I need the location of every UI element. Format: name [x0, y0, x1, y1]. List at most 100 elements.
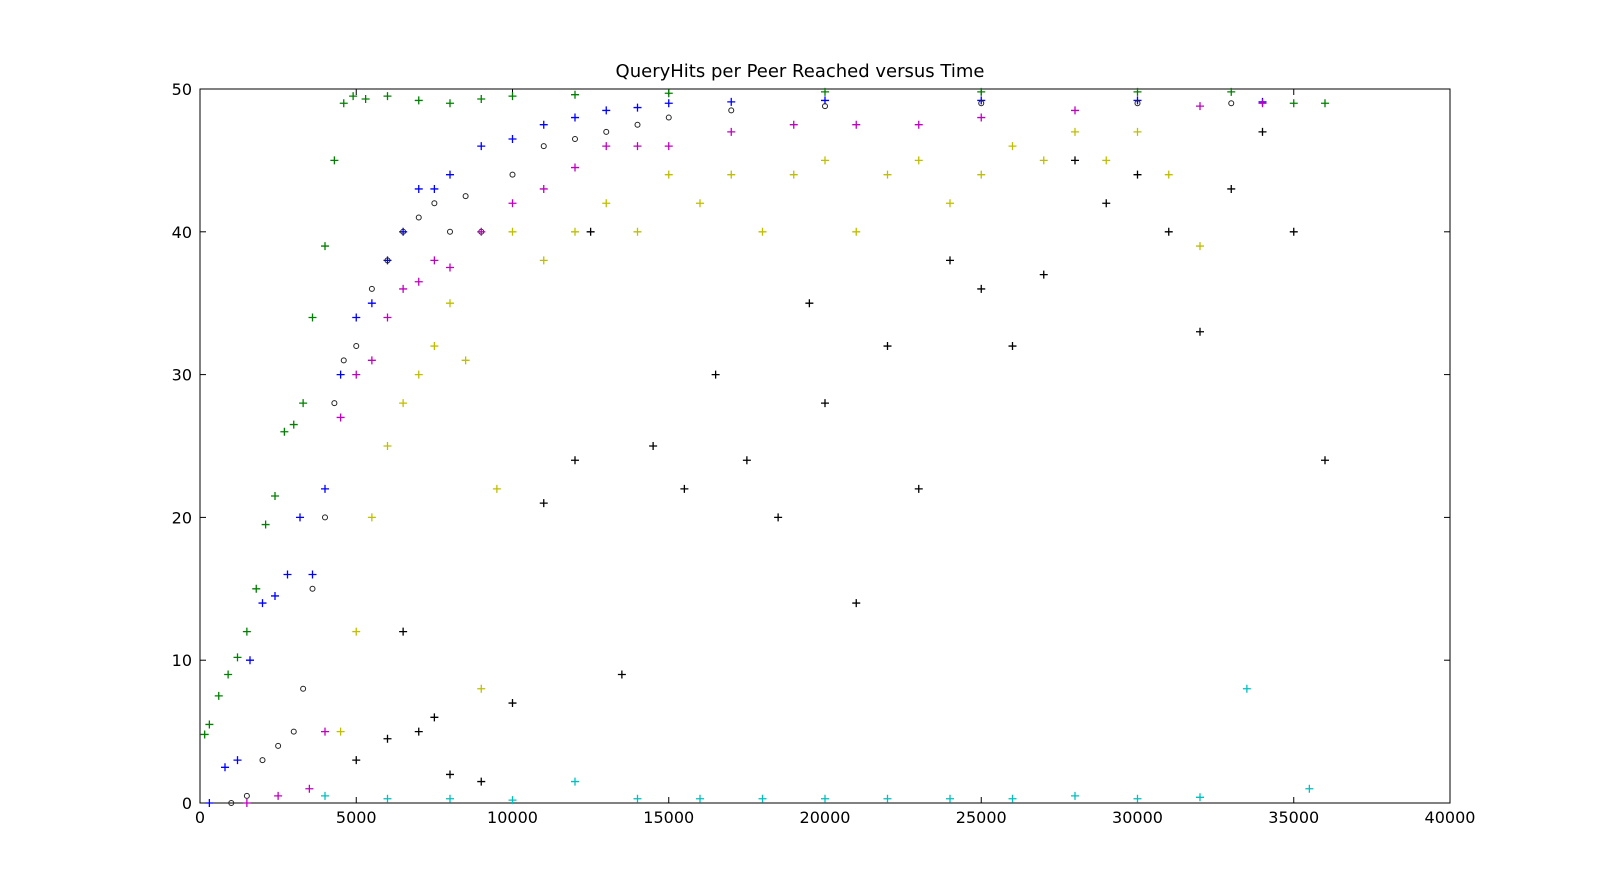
data-point — [571, 163, 579, 172]
data-point — [852, 120, 861, 129]
data-point — [602, 106, 611, 115]
data-point — [978, 100, 985, 107]
data-point — [367, 356, 376, 365]
data-point — [383, 442, 392, 450]
data-point — [261, 520, 270, 529]
x-tick-label: 30000 — [1112, 808, 1163, 827]
data-point — [1071, 791, 1079, 800]
data-point — [352, 756, 361, 765]
data-point — [914, 484, 923, 493]
data-point — [664, 142, 673, 151]
data-point — [492, 484, 501, 493]
data-point — [742, 456, 751, 465]
data-point — [339, 99, 348, 108]
data-point — [299, 399, 308, 408]
data-point — [300, 685, 307, 692]
data-point — [340, 357, 347, 364]
data-point — [321, 242, 329, 251]
data-point — [680, 484, 689, 493]
data-point — [367, 513, 376, 522]
data-point — [283, 570, 292, 579]
data-point — [883, 342, 892, 351]
data-point — [1289, 227, 1298, 236]
data-point — [571, 90, 579, 99]
data-point — [399, 399, 408, 408]
data-point — [774, 513, 783, 522]
data-point — [349, 92, 358, 101]
data-point — [914, 156, 923, 165]
data-point — [586, 227, 595, 236]
data-point — [322, 514, 328, 521]
data-point — [221, 763, 229, 772]
data-point — [1102, 156, 1111, 165]
data-point — [242, 627, 251, 636]
data-point — [633, 794, 642, 803]
data-point — [275, 742, 282, 749]
x-tick-label: 25000 — [956, 808, 1007, 827]
data-point — [477, 777, 486, 786]
data-point — [1102, 199, 1111, 208]
data-point — [414, 277, 423, 286]
data-point — [1008, 142, 1017, 151]
data-point — [509, 171, 516, 178]
data-point — [1133, 127, 1142, 136]
data-point — [446, 794, 454, 803]
series-5 — [352, 127, 1329, 786]
data-point — [415, 214, 422, 221]
data-point — [477, 684, 486, 693]
data-point — [883, 170, 892, 179]
x-tick-label: 40000 — [1425, 808, 1476, 827]
data-point — [1134, 100, 1141, 107]
data-point — [633, 142, 642, 151]
data-point — [805, 299, 814, 308]
data-point — [665, 114, 672, 121]
data-point — [508, 199, 517, 208]
y-tick-label: 40 — [172, 223, 192, 242]
data-point — [430, 342, 439, 351]
data-point — [822, 103, 828, 110]
data-point — [1039, 156, 1048, 165]
data-point — [400, 228, 407, 235]
data-point — [1071, 127, 1079, 136]
data-point — [242, 799, 251, 807]
data-point — [214, 691, 223, 700]
data-point — [1196, 242, 1204, 251]
data-point — [430, 184, 439, 193]
data-point — [821, 96, 829, 105]
data-point — [602, 199, 611, 208]
data-point — [430, 713, 439, 722]
data-point — [1164, 227, 1173, 236]
data-point — [946, 199, 954, 208]
data-point — [728, 107, 735, 114]
data-point — [367, 299, 376, 308]
data-point — [289, 420, 298, 429]
data-point — [634, 121, 641, 128]
y-tick-label: 0 — [182, 794, 192, 813]
data-point — [727, 127, 736, 136]
data-point — [758, 227, 767, 236]
data-point — [384, 257, 391, 264]
data-point — [321, 791, 329, 800]
data-point — [228, 800, 235, 806]
data-point — [447, 228, 453, 235]
data-point — [539, 256, 548, 265]
data-point — [446, 299, 454, 308]
data-point — [977, 87, 986, 96]
data-point — [571, 113, 579, 122]
data-point — [274, 791, 283, 800]
data-point — [224, 670, 233, 679]
data-point — [461, 356, 470, 365]
data-point — [336, 727, 345, 736]
data-point — [446, 770, 454, 779]
data-point — [258, 599, 267, 608]
series-2 — [228, 100, 1235, 806]
data-point — [1258, 99, 1267, 108]
data-point — [200, 730, 209, 739]
data-point — [664, 170, 673, 179]
data-point — [649, 442, 658, 450]
x-tick-label: 10000 — [487, 808, 538, 827]
data-point — [477, 142, 486, 151]
y-tick-label: 10 — [172, 651, 192, 670]
data-point — [1164, 170, 1173, 179]
data-point — [977, 170, 986, 179]
